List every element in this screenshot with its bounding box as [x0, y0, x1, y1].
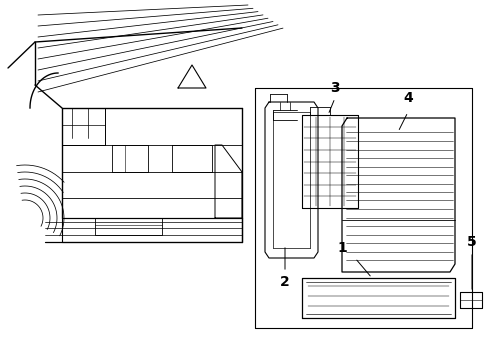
Text: 4: 4	[403, 91, 413, 105]
Text: 3: 3	[330, 81, 340, 95]
Text: 1: 1	[337, 241, 347, 255]
Text: 5: 5	[467, 235, 477, 249]
Text: 2: 2	[280, 275, 290, 289]
